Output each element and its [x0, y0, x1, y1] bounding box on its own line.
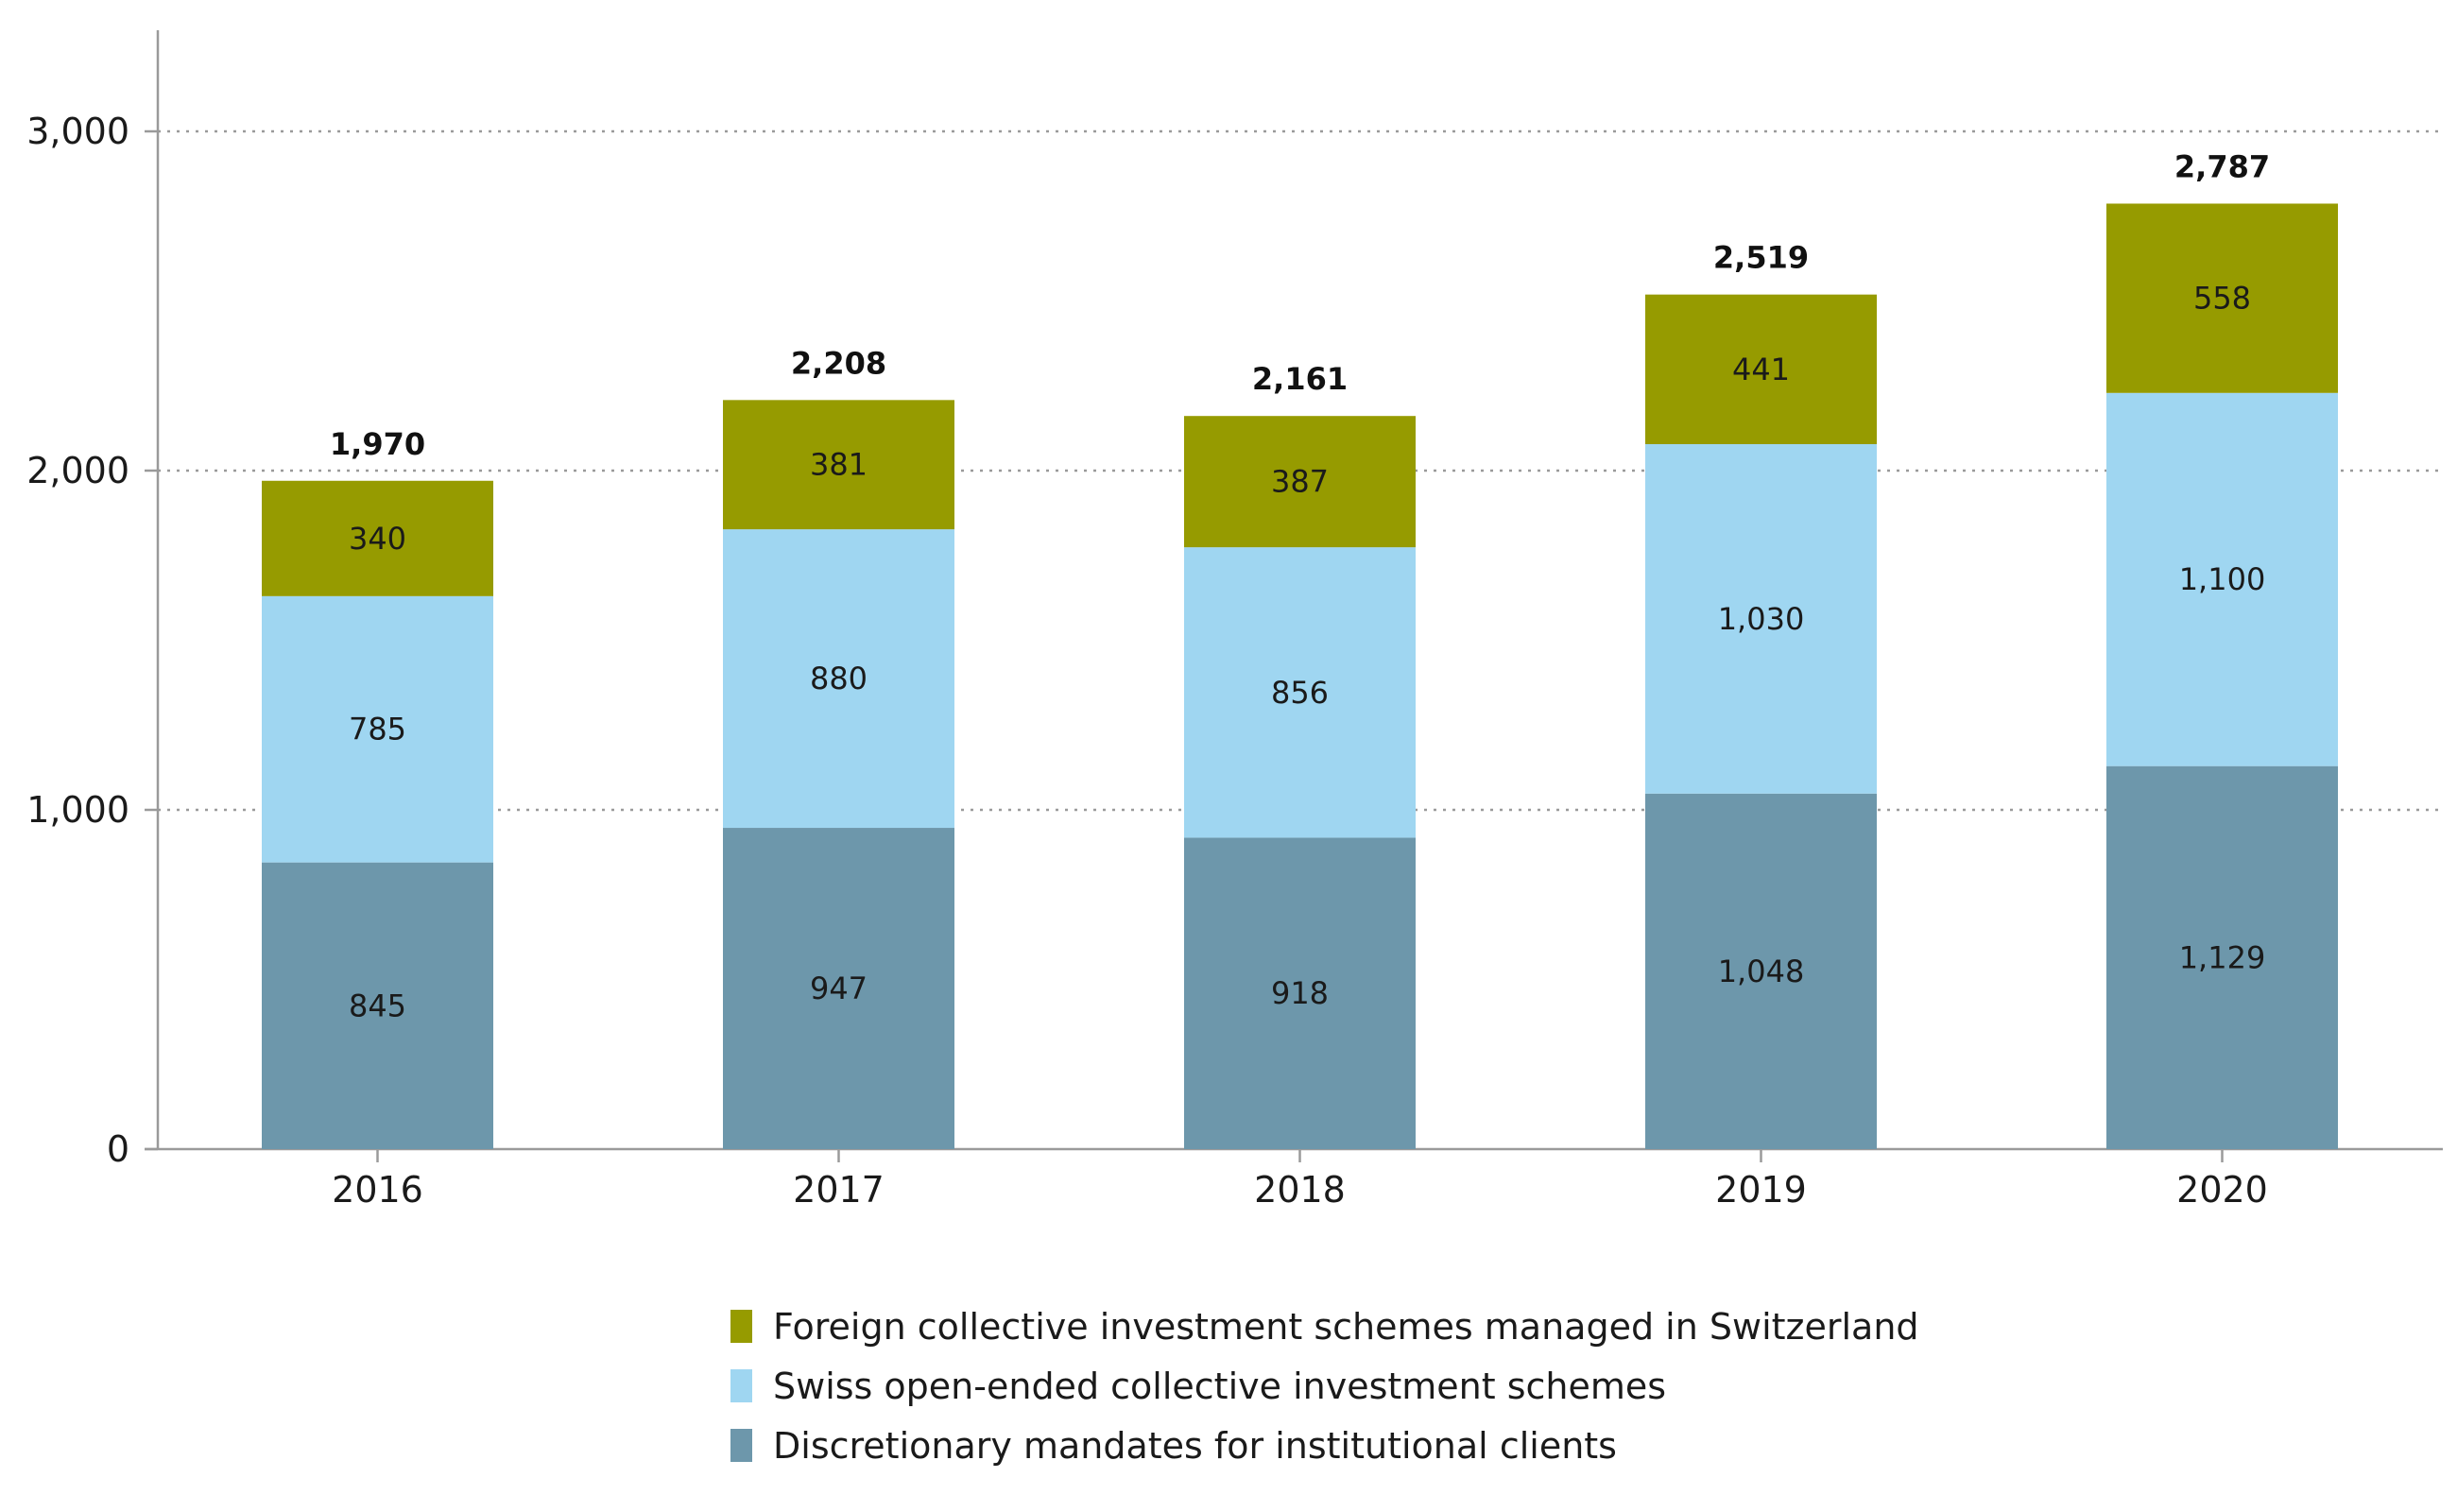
bar-label-discretionary-2018: 918: [1271, 975, 1329, 1011]
bar-foreign-2016: [262, 480, 493, 596]
bar-discretionary-2020: [2106, 765, 2338, 1149]
x-tick-label-2017: 2017: [793, 1169, 885, 1211]
bar-label-swiss-2017: 880: [810, 661, 868, 696]
total-label-2020: 2,787: [2174, 148, 2270, 184]
y-tick-label-3: 3,000: [26, 111, 129, 152]
bar-swiss-2017: [723, 529, 954, 829]
legend-item-foreign: Foreign collective investment schemes ma…: [730, 1297, 1919, 1356]
y-tick-label-1: 1,000: [26, 789, 129, 831]
bar-discretionary-2016: [262, 862, 493, 1149]
bar-label-swiss-2019: 1,030: [1718, 601, 1805, 637]
bar-label-discretionary-2019: 1,048: [1718, 954, 1805, 989]
x-tick-label-2020: 2020: [2176, 1169, 2268, 1211]
legend-label-discretionary: Discretionary mandates for institutional…: [773, 1424, 1617, 1467]
bar-foreign-2017: [723, 400, 954, 530]
total-label-2019: 2,519: [1713, 240, 1809, 276]
chart-legend: Foreign collective investment schemes ma…: [730, 1297, 1919, 1475]
bar-swiss-2016: [262, 595, 493, 863]
bar-label-discretionary-2020: 1,129: [2179, 939, 2266, 975]
total-label-2017: 2,208: [791, 345, 886, 381]
bar-discretionary-2018: [1184, 837, 1416, 1149]
total-label-2018: 2,161: [1252, 361, 1348, 397]
y-tick-label-0: 0: [107, 1128, 129, 1170]
bar-label-foreign-2016: 340: [349, 521, 406, 557]
legend-label-foreign: Foreign collective investment schemes ma…: [773, 1305, 1919, 1348]
legend-swatch-swiss: [730, 1369, 752, 1402]
legend-swatch-discretionary: [730, 1429, 752, 1462]
bar-label-foreign-2019: 441: [1732, 352, 1790, 387]
bar-swiss-2019: [1645, 443, 1877, 794]
bar-swiss-2020: [2106, 392, 2338, 766]
x-tick-label-2019: 2019: [1715, 1169, 1807, 1211]
x-tick-label-2016: 2016: [332, 1169, 423, 1211]
bar-label-foreign-2020: 558: [2193, 281, 2251, 317]
legend-item-swiss: Swiss open-ended collective investment s…: [730, 1356, 1919, 1416]
total-label-2016: 1,970: [330, 426, 425, 462]
legend-item-discretionary: Discretionary mandates for institutional…: [730, 1416, 1919, 1475]
bar-discretionary-2017: [723, 828, 954, 1149]
bar-label-swiss-2020: 1,100: [2179, 561, 2266, 597]
bar-label-foreign-2017: 381: [810, 447, 868, 483]
bar-label-swiss-2016: 785: [349, 712, 406, 747]
legend-label-swiss: Swiss open-ended collective investment s…: [773, 1365, 1667, 1407]
bar-discretionary-2019: [1645, 793, 1877, 1149]
bar-foreign-2018: [1184, 416, 1416, 548]
bar-label-discretionary-2017: 947: [810, 971, 868, 1006]
bar-swiss-2018: [1184, 547, 1416, 838]
bar-label-foreign-2018: 387: [1271, 464, 1329, 500]
legend-swatch-foreign: [730, 1310, 752, 1343]
bar-label-discretionary-2016: 845: [349, 988, 406, 1023]
bar-foreign-2019: [1645, 294, 1877, 444]
x-tick-label-2018: 2018: [1254, 1169, 1346, 1211]
y-tick-label-2: 2,000: [26, 450, 129, 491]
bar-label-swiss-2018: 856: [1271, 675, 1329, 711]
bar-foreign-2020: [2106, 203, 2338, 393]
